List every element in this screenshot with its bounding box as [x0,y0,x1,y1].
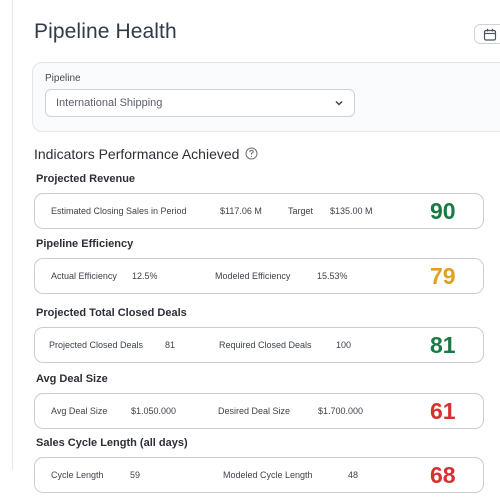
page-title: Pipeline Health [34,20,177,43]
indicator-metric-label: Actual Efficiency [51,271,117,281]
indicator-metric-label: Projected Closed Deals [49,340,144,350]
indicator-title: Avg Deal Size [36,373,108,385]
pipeline-filter-label: Pipeline [45,73,81,84]
indicator-target-label: Modeled Cycle Length [223,470,313,480]
indicator-target-value: 48 [348,470,359,480]
indicator-target-value: $1.700.000 [318,406,364,416]
indicator-title: Projected Total Closed Deals [36,307,187,319]
indicator-score: 81 [430,332,456,358]
indicator-metric-value: 81 [165,340,176,350]
pipeline-select[interactable]: International Shipping [45,89,355,117]
section-title: Indicators Performance Achieved [34,146,240,162]
indicator-metric-value: $1.050.000 [131,406,177,416]
indicator-target-label: Target [288,206,314,216]
indicator-metric-label: Cycle Length [51,470,104,480]
indicator-target-value: 15.53% [317,271,348,281]
left-divider [12,0,13,470]
indicator-target-label: Modeled Efficiency [215,271,291,281]
indicator-metric-label: Estimated Closing Sales in Period [51,206,187,216]
indicator-card-avg-deal-size: Avg Deal Size $1.050.000 Desired Deal Si… [34,393,484,429]
indicator-metric-label: Avg Deal Size [51,406,108,416]
indicator-title: Projected Revenue [36,173,136,185]
chevron-down-icon [335,100,343,106]
indicator-metric-value: 12.5% [132,271,158,281]
indicator-card-projected-revenue: Estimated Closing Sales in Period $117.0… [34,193,484,229]
filter-panel: Pipeline International Shipping [32,62,500,132]
indicator-card-closed-deals: Projected Closed Deals 81 Required Close… [34,327,484,363]
indicator-target-label: Desired Deal Size [218,406,291,416]
indicator-title: Sales Cycle Length (all days) [36,437,188,449]
indicator-score: 90 [430,198,456,224]
indicator-card-sales-cycle: Cycle Length 59 Modeled Cycle Length 48 … [34,457,484,493]
calendar-icon [483,28,497,41]
indicator-metric-value: $117.06 M [220,206,262,216]
indicator-score: 61 [430,398,456,424]
indicator-title: Pipeline Efficiency [36,238,134,250]
indicator-score: 79 [430,263,456,289]
indicator-card-pipeline-efficiency: Actual Efficiency 12.5% Modeled Efficien… [34,258,484,294]
indicator-metric-value: 59 [130,470,141,480]
help-icon[interactable] [245,147,258,160]
date-range-button[interactable] [474,24,500,44]
indicator-score: 68 [430,462,456,488]
indicator-target-value: 100 [336,340,352,350]
pipeline-select-value: International Shipping [56,97,163,109]
indicator-target-value: $135.00 M [330,206,373,216]
indicator-target-label: Required Closed Deals [219,340,312,350]
